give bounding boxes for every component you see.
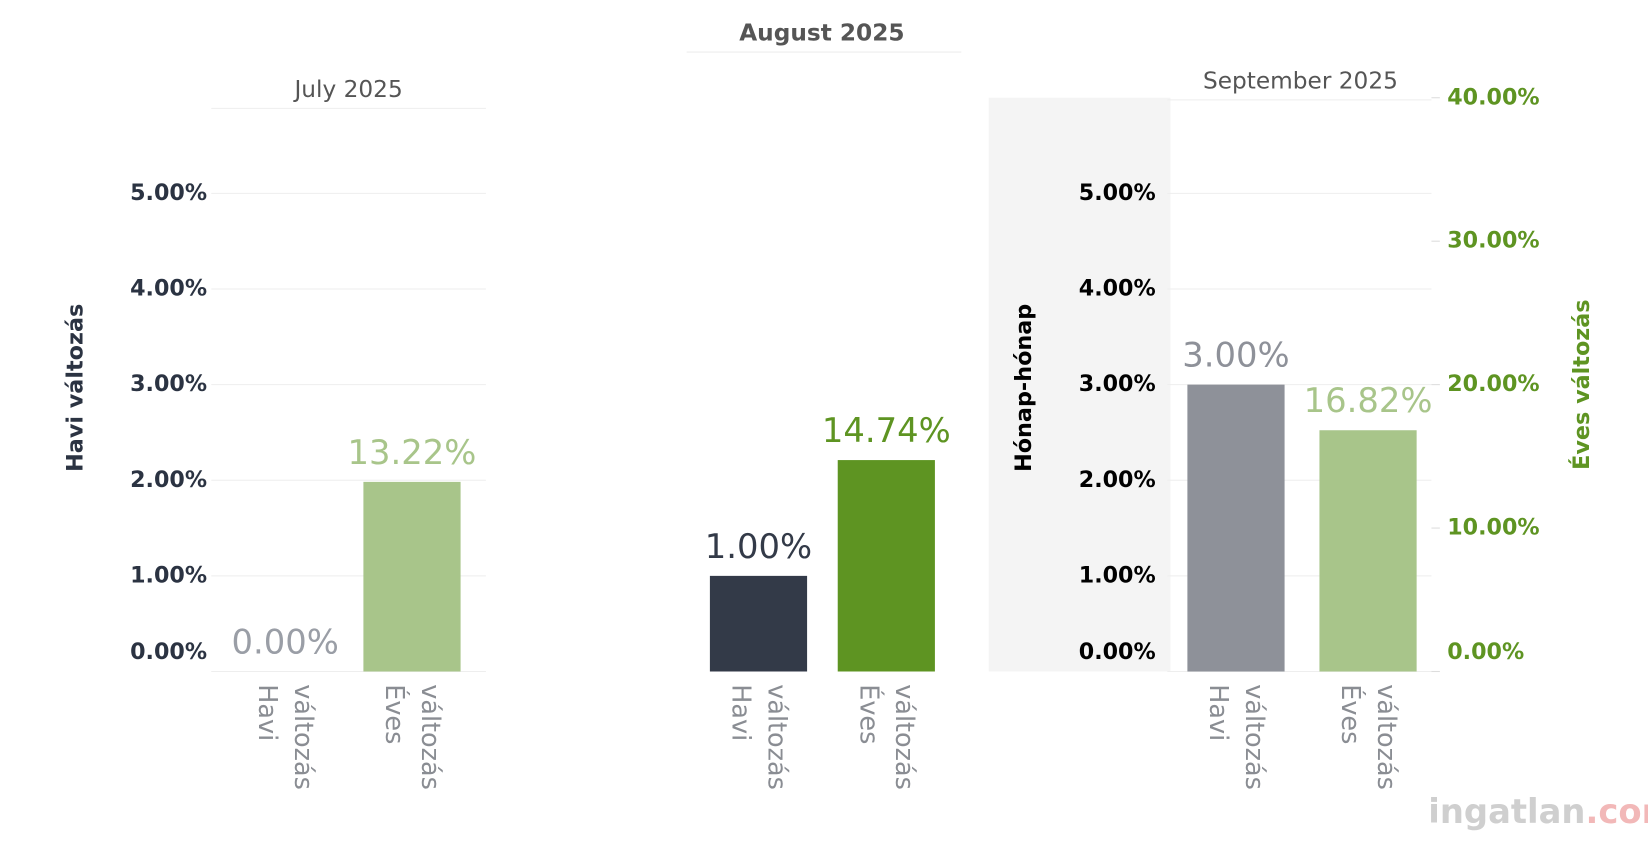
value-label: 1.00% xyxy=(705,527,812,566)
bar xyxy=(837,460,935,672)
category-word: változás xyxy=(762,684,792,790)
category-word: változás xyxy=(1240,684,1270,790)
category-word: változás xyxy=(289,684,319,790)
y-tick-label: 0.00% xyxy=(130,639,207,665)
category-word: Havi xyxy=(1204,684,1234,741)
value-label: 14.74% xyxy=(822,411,951,450)
y2-tick-label: 30.00% xyxy=(1447,228,1539,254)
category-word: változás xyxy=(416,684,446,790)
y-tick-label: 3.00% xyxy=(1079,371,1156,397)
category-word: Éves xyxy=(854,684,884,744)
y-axis-title: Havi változás xyxy=(63,304,89,472)
category-word: változás xyxy=(890,684,920,790)
category-label: Havi változás xyxy=(253,684,319,790)
category-word: Éves xyxy=(1336,684,1366,744)
y-tick-label: 0.00% xyxy=(1079,639,1156,665)
y-axis-title: Hónap-hónap xyxy=(1011,304,1037,472)
y2-axis-title: Éves változás xyxy=(1567,299,1595,469)
category-label: Éves változás xyxy=(854,684,920,790)
watermark: ingatlan.com xyxy=(1428,791,1648,830)
category-word: Havi xyxy=(727,684,757,741)
y2-tick-label: 10.00% xyxy=(1447,515,1539,541)
category-word: változás xyxy=(1372,684,1402,790)
y-tick-label: 1.00% xyxy=(130,562,207,588)
y-tick-label: 2.00% xyxy=(1079,467,1156,493)
category-label: Havi változás xyxy=(727,684,793,790)
y-tick-label: 3.00% xyxy=(130,371,207,397)
panel-title: July 2025 xyxy=(292,76,402,103)
bar xyxy=(363,481,461,672)
bar xyxy=(1319,430,1417,672)
category-word: Éves xyxy=(380,684,410,744)
axis-band xyxy=(988,97,1171,672)
canvas: ingatlan.com July 2025 0.00% 1.00% 2.00% 3.0… xyxy=(63,19,1648,830)
brand-domain: .com xyxy=(1585,791,1648,830)
y2-tick-label: 40.00% xyxy=(1447,84,1539,110)
y-tick-label: 4.00% xyxy=(1079,275,1156,301)
y-tick-label: 1.00% xyxy=(1079,562,1156,588)
value-label: 16.82% xyxy=(1304,381,1433,420)
category-label: Havi változás xyxy=(1204,684,1270,790)
category-label: Éves változás xyxy=(380,684,446,790)
bar xyxy=(709,575,808,672)
y2-tick-label: 20.00% xyxy=(1447,371,1539,397)
value-label: 0.00% xyxy=(232,622,339,661)
panel-title: August 2025 xyxy=(739,19,904,46)
value-label: 3.00% xyxy=(1182,335,1289,374)
y-tick-label: 2.00% xyxy=(130,467,207,493)
category-label: Éves változás xyxy=(1336,684,1402,790)
y-tick-label: 4.00% xyxy=(130,275,207,301)
brand-name: ingatlan xyxy=(1428,791,1585,830)
y-tick-label: 5.00% xyxy=(130,180,207,206)
panel-title: September 2025 xyxy=(1203,67,1398,94)
y2-tick-label: 0.00% xyxy=(1447,639,1524,665)
value-label: 13.22% xyxy=(348,433,477,472)
bar xyxy=(1187,384,1285,672)
y-tick-label: 5.00% xyxy=(1079,180,1156,206)
category-word: Havi xyxy=(253,684,283,741)
